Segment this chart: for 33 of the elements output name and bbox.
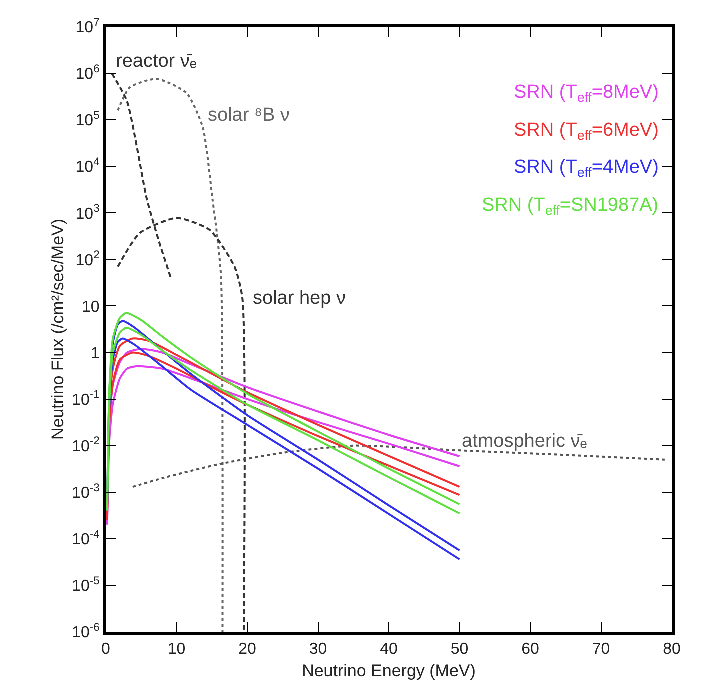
y-tick-label: 10$^{-3}$ [72, 482, 100, 502]
x-axis-title: Neutrino Energy (MeV) [302, 662, 476, 681]
y-tick-label: 10$^{4}$ [76, 156, 100, 176]
y-tick-label: 10$^{-5}$ [72, 575, 100, 596]
x-tick-label: 50 [450, 641, 469, 658]
y-tick-label: 10$^{6}$ [76, 63, 100, 84]
x-tick-label: 60 [522, 641, 540, 658]
y-tick-label: 1 [90, 345, 100, 362]
series-label: reactor ν̄ₑ [116, 51, 197, 72]
x-tick-label: 20 [238, 641, 256, 658]
text: SRN (T$_{eff}$=SN1987A) [482, 195, 659, 218]
y-tick-label: 10$^{-2}$ [72, 436, 100, 456]
y-tick-label: 10$^{-4}$ [72, 528, 100, 549]
text: SRN (T$_{eff}$=8MeV) [514, 82, 659, 105]
text: SRN (T$_{eff}$=4MeV) [514, 157, 659, 180]
x-tick-label: 70 [592, 641, 610, 658]
series-label: solar ⁸B ν [208, 105, 290, 126]
text: SRN (T$_{eff}$=6MeV) [514, 120, 659, 143]
y-tick-label: 10$^{3}$ [76, 203, 100, 223]
series-label: atmospheric ν̄ₑ [462, 431, 588, 452]
y-tick-label: 10$^{7}$ [76, 16, 100, 37]
series-label: solar hep ν [253, 288, 346, 309]
y-axis-title: Neutrino Flux (/cm²/sec/MeV) [48, 218, 68, 440]
x-tick-label: 80 [663, 641, 681, 658]
y-tick-label: 10$^{2}$ [76, 250, 100, 270]
y-tick-label: 10$^{-1}$ [72, 389, 100, 409]
x-tick-label: 10 [168, 641, 186, 658]
x-tick-label: 40 [380, 641, 398, 658]
x-tick-label: 0 [102, 641, 111, 658]
y-tick-label: 10$^{-6}$ [72, 622, 100, 642]
y-tick-label: 10$^{5}$ [76, 110, 100, 130]
x-tick-label: 30 [309, 641, 328, 658]
y-tick-label: 10 [82, 298, 100, 316]
